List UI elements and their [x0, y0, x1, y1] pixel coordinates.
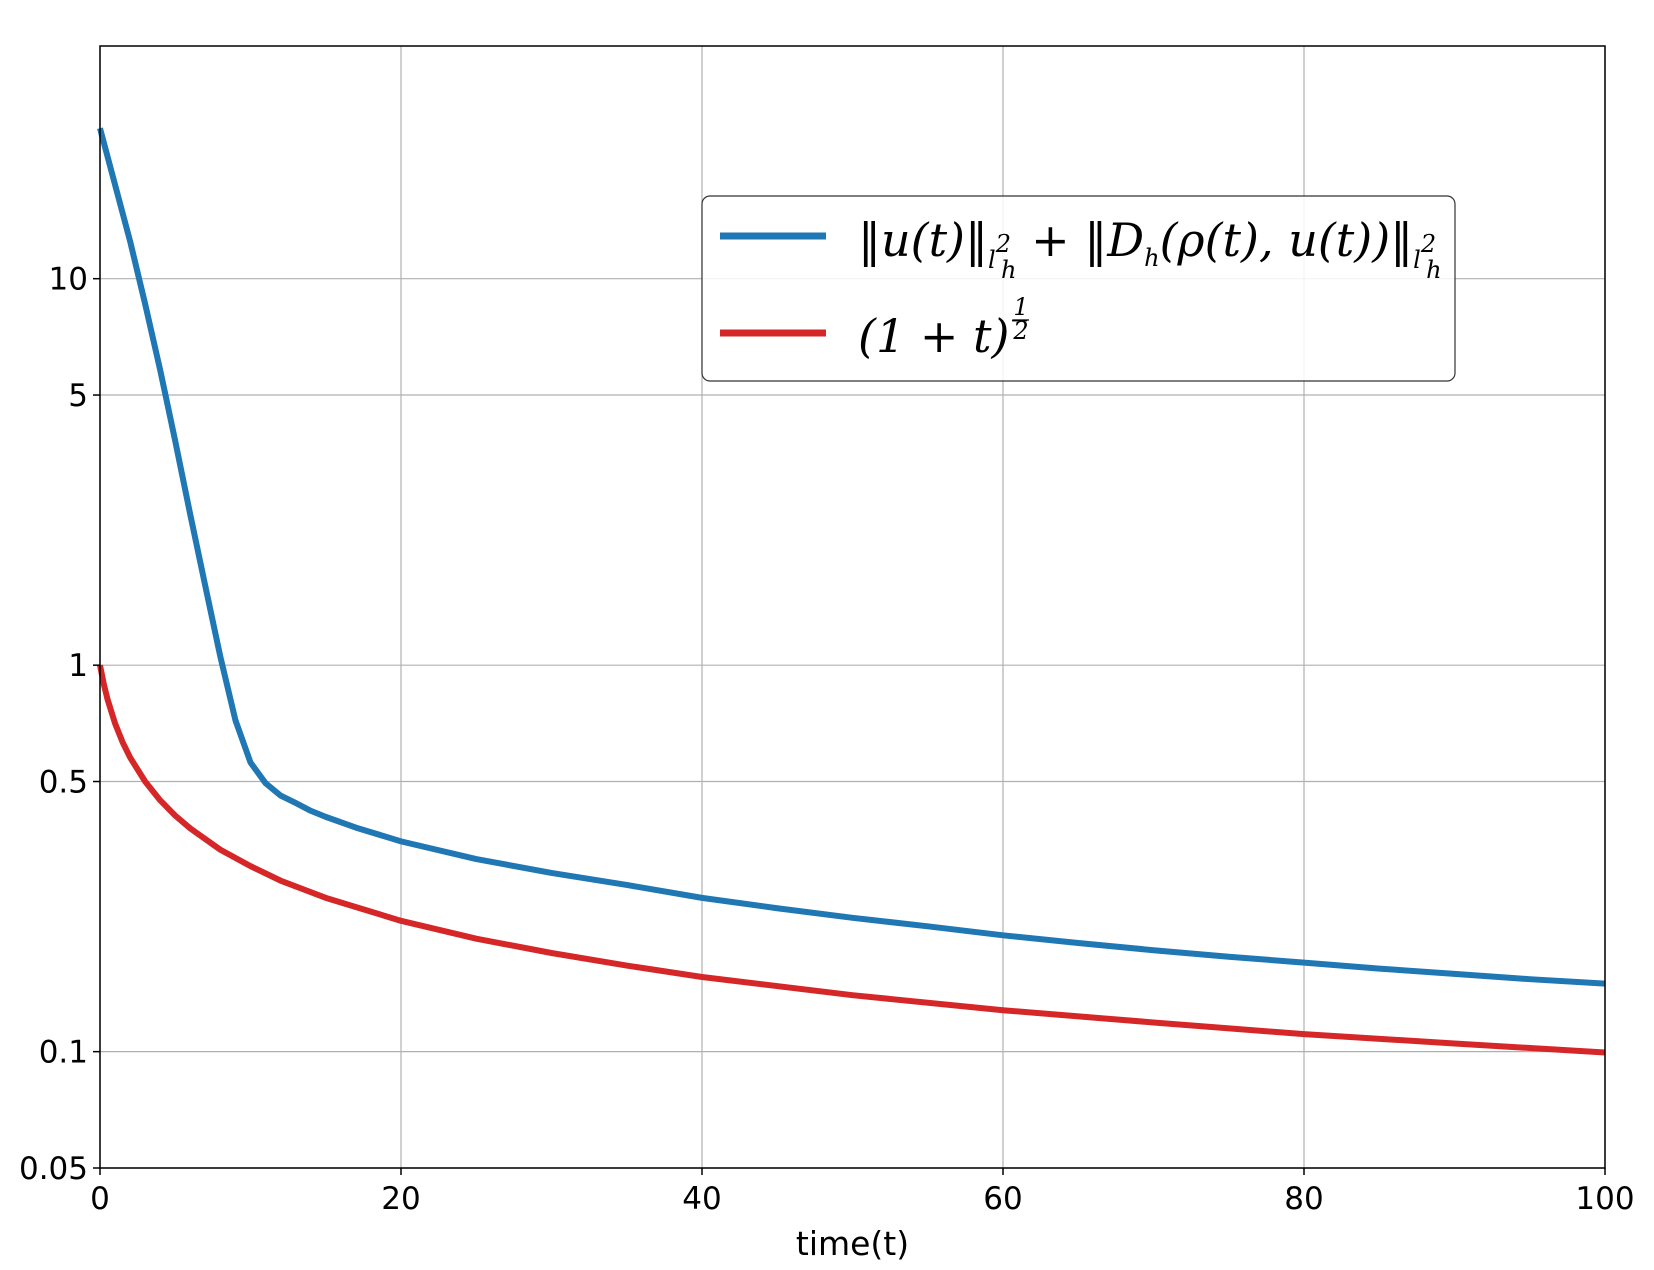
x-axis-label: time(t)	[796, 1224, 909, 1263]
svg-text:(1 + t)−: (1 + t)−	[858, 306, 1030, 363]
legend-norm-u: ‖u(t)‖	[858, 213, 988, 267]
ticks: 0 20 40 60 80 100 0.05 0.1 0.5 1 5 10	[19, 262, 1635, 1217]
y-tick-label: 1	[68, 648, 88, 684]
legend-arg: (ρ(t), u(t))‖	[1160, 213, 1414, 267]
x-tick-label: 80	[1284, 1181, 1323, 1217]
y-tick-label: 5	[68, 378, 88, 414]
y-tick-label: 0.05	[19, 1151, 88, 1187]
x-tick-label: 60	[983, 1181, 1022, 1217]
series-layer	[97, 127, 1606, 1056]
legend-sub-h: h	[1001, 256, 1016, 284]
legend-entry-red: (1 + t)− 1 2	[858, 293, 1030, 363]
legend-sub-l: l	[988, 246, 996, 274]
legend: ‖u(t)‖l2 h + ‖Dh(ρ(t), u(t))‖l2 h (1 + t)−…	[701, 195, 1456, 382]
legend-sup-2b: 2	[1420, 230, 1436, 258]
legend-sub-h-2: h	[1426, 256, 1441, 284]
legend-exp-den: 2	[1012, 317, 1028, 345]
legend-exp-num: 1	[1013, 293, 1028, 321]
x-tick-label: 20	[381, 1181, 420, 1217]
series-line-red	[97, 664, 1606, 1056]
y-tick-label: 0.1	[39, 1035, 88, 1071]
legend-box	[701, 195, 1456, 382]
legend-D-sub-h: h	[1144, 244, 1159, 272]
y-tick-label: 0.5	[39, 765, 88, 801]
legend-plus-D: + ‖D	[1016, 213, 1144, 267]
legend-sub-l-2: l	[1413, 246, 1421, 274]
svg-text:‖u(t)‖l2h + ‖Dh(ρ(t), u(t))‖l2: ‖u(t)‖l2 h + ‖Dh(ρ(t), u(t))‖l2 h	[858, 213, 1442, 284]
legend-base: (1 + t)	[858, 309, 1009, 363]
x-tick-label: 0	[90, 1181, 110, 1217]
y-tick-label: 10	[49, 262, 88, 298]
legend-entry-blue: ‖u(t)‖l2 h + ‖Dh(ρ(t), u(t))‖l2 h	[858, 213, 1442, 284]
plot-frame	[99, 45, 1606, 1169]
x-tick-label: 100	[1575, 1181, 1634, 1217]
x-tick-label: 40	[682, 1181, 721, 1217]
series-line-blue	[97, 127, 1606, 987]
legend-sup-2: 2	[995, 230, 1011, 258]
